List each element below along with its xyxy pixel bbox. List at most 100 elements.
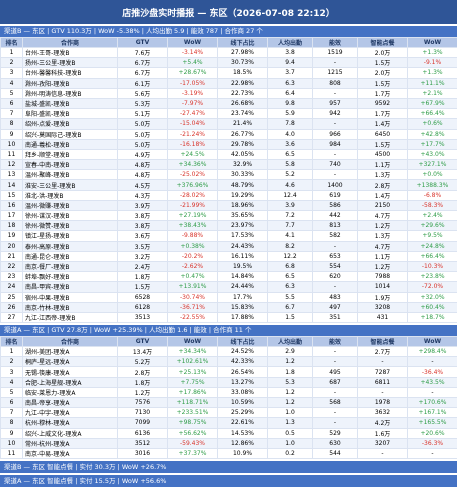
table-cell: +1.3% xyxy=(407,46,457,59)
table-cell: 1215 xyxy=(312,67,358,79)
table-cell: 1.4万 xyxy=(357,118,408,130)
table-cell: 808 xyxy=(312,77,358,89)
table-cell: 2.0万 xyxy=(357,46,408,59)
table-cell: 20 xyxy=(0,240,23,252)
table-cell: 滁州-孜阳-理发B xyxy=(22,77,118,89)
table-cell: - xyxy=(312,386,358,399)
table-cell: +24.5% xyxy=(167,148,218,161)
table-cell: 25 xyxy=(0,291,23,303)
table-cell: 5.5 xyxy=(267,291,313,303)
table-cell: -9.1% xyxy=(407,57,457,69)
table-cell: - xyxy=(312,87,358,99)
table-cell: 宿州-中果-理发B xyxy=(22,291,118,303)
table-cell: 12 xyxy=(0,159,23,171)
table-cell: 2 xyxy=(0,356,23,368)
table-row: 23 蚌埠-飘好-理发B 1.8万 +0.47% 14.84% 6.5 620 7988 +23… xyxy=(0,271,457,283)
table-cell: 497 xyxy=(312,301,358,313)
table-cell: 淮北-洪-理发B xyxy=(22,189,118,201)
table-cell: 25.29% xyxy=(217,407,268,419)
sections: 渠道B — 东区 | GTV 110.3万 | WoW -5.38% | 人均出… xyxy=(0,26,457,460)
table-cell: +60.4% xyxy=(407,301,457,313)
table-cell: +17.7% xyxy=(407,138,457,150)
table-cell: 6.3 xyxy=(267,281,313,293)
table-cell: +0.38% xyxy=(167,240,218,252)
table-cell: 483 xyxy=(312,291,358,303)
table-row: 4 滁州-孜阳-理发B 6.1万 -17.05% 22.98% 6.3 808 1.5万 +11… xyxy=(0,77,457,89)
table-cell: 22 xyxy=(0,260,23,273)
table-cell: 3.9万 xyxy=(117,199,168,212)
table-cell: +233.51% xyxy=(167,407,218,419)
table-cell: - xyxy=(312,148,358,161)
table-cell: -9.88% xyxy=(167,230,218,242)
table-cell: 619 xyxy=(312,189,358,201)
table-row: 7 阜阳-盛凯-理发B 5.1万 -27.47% 23.74% 5.9 942 1.7万 +66… xyxy=(0,108,457,120)
column-header: 能效 xyxy=(312,336,358,348)
table-cell: +167.1% xyxy=(407,407,457,419)
table-cell: 35.65% xyxy=(217,209,268,222)
column-header: 线下占比 xyxy=(217,336,268,348)
table-cell: 957 xyxy=(312,97,358,110)
table-cell: 0.2 xyxy=(267,447,313,460)
table-cell: 30.73% xyxy=(217,57,268,69)
table-cell: 6.5 xyxy=(267,148,313,161)
table-row: 8 杭州-穆林-理发A 7099 +98.75% 22.61% 1.3-4.2万 +165.… xyxy=(0,417,457,429)
table-row: 3 台州-馨馨科技-理发B 6.7万 +28.67% 18.5% 3.7 1215 2.0万 +… xyxy=(0,67,457,79)
table-row: 10 南通-羲松-理发B 5.0万 -16.18% 29.78% 3.6 984 1.5万 +1… xyxy=(0,138,457,150)
table-cell: 19.5% xyxy=(217,260,268,273)
table-cell: 23.74% xyxy=(217,108,268,120)
table-row: 9 绍兴-莫国际己-理发B 5.0万 -21.24% 26.77% 4.0 966 6450 +… xyxy=(0,128,457,140)
table-cell: 1.2万 xyxy=(357,220,408,232)
table-cell: 5.6万 xyxy=(117,87,168,99)
column-header: 排名 xyxy=(0,37,23,48)
table-cell: 台州-王哥-理发B xyxy=(22,46,118,59)
table-cell: - xyxy=(312,169,358,181)
table-cell: 5.0万 xyxy=(117,118,168,130)
table-cell: 南京-餐厂-理发B xyxy=(22,260,118,273)
table-cell: 1.7万 xyxy=(357,108,408,120)
table-cell: 徐州-微赞-理发B xyxy=(22,220,118,232)
table-row: 1 台州-王哥-理发B 7.6万 -3.14% 27.98% 3.8 1519 2.0万 +1.… xyxy=(0,46,457,59)
table-cell: 442 xyxy=(312,209,358,222)
table-cell: - xyxy=(312,240,358,252)
table-cell: 32.9% xyxy=(217,159,268,171)
table-cell: 扬州-三公里-理发B xyxy=(22,57,118,69)
column-header: 智能点餐 xyxy=(357,336,408,348)
table-cell: 台州-馨馨科技-理发B xyxy=(22,67,118,79)
table-cell: -20.2% xyxy=(167,250,218,262)
table-cell: 1.2万 xyxy=(357,260,408,273)
table-cell: 12.4 xyxy=(267,189,313,201)
table-cell: 19 xyxy=(0,230,23,242)
table-cell: 4 xyxy=(0,77,23,89)
table-cell: 蚌埠-飘好-理发B xyxy=(22,271,118,283)
column-header: WoW xyxy=(167,336,218,348)
table-cell: +38.43% xyxy=(167,220,218,232)
table-cell: 3512 xyxy=(117,437,168,449)
table-cell: +7.75% xyxy=(167,376,218,388)
table-cell: 8.2 xyxy=(267,240,313,252)
table-cell: 温州-微赚-理发B xyxy=(22,199,118,212)
table-cell: 4.2万 xyxy=(357,417,408,429)
column-header: GTV xyxy=(117,37,168,48)
table-cell: +28.67% xyxy=(167,67,218,79)
table-cell: 26 xyxy=(0,301,23,313)
table-cell: 2.8万 xyxy=(357,179,408,191)
table-cell: 10.9% xyxy=(217,447,268,460)
table-cell: 48.79% xyxy=(217,179,268,191)
table-cell: +34.34% xyxy=(167,346,218,358)
table-row: 18 徐州-微赞-理发B 3.8万 +38.43% 23.97% 7.7 813 1.2万 +2… xyxy=(0,220,457,232)
table-cell: 3513 xyxy=(117,311,168,324)
table-cell: 镇江-星扬-理发B xyxy=(22,230,118,242)
table-cell: 10 xyxy=(0,138,23,150)
table-row: 24 南昌-甲宾-理发B 1.5万 +13.91% 24.44% 6.3-1014 -72.… xyxy=(0,281,457,293)
table-cell: 7 xyxy=(0,108,23,120)
table-cell: 6.1万 xyxy=(117,77,168,89)
table-cell: -27.47% xyxy=(167,108,218,120)
table-row: 2 桐庐-星远-理发A 5.2万 +102.61% 42.33% 1.2- - - xyxy=(0,356,457,368)
table-cell: 绍兴-莫国际己-理发B xyxy=(22,128,118,140)
table-cell: 4.6 xyxy=(267,179,313,191)
table-row: 10 常州-杭州-理发A 3512 -59.43% 12.86% 1.0 630 3207 -3… xyxy=(0,437,457,449)
table-cell: 南通-昆仑-理发B xyxy=(22,250,118,262)
table-cell: 23.97% xyxy=(217,220,268,232)
table-cell: 24.43% xyxy=(217,240,268,252)
